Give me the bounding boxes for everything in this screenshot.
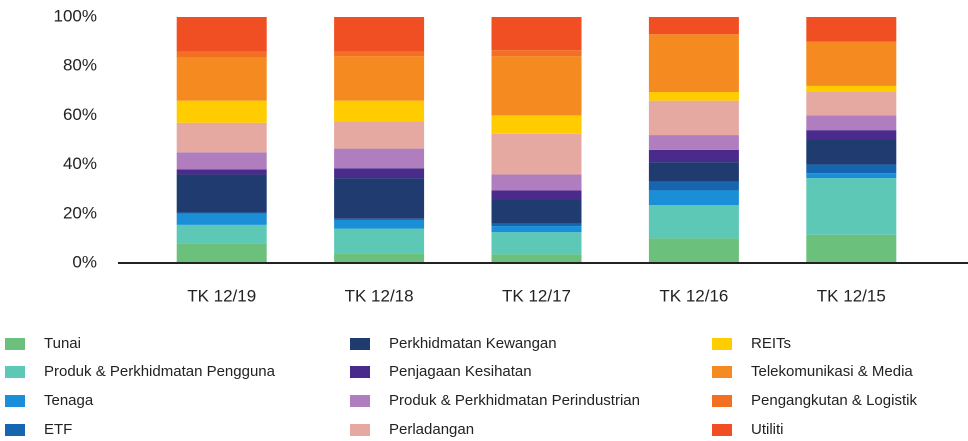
bar-segment xyxy=(334,253,425,263)
legend-swatch xyxy=(712,395,732,407)
bar-segment xyxy=(806,130,897,140)
bar-segment xyxy=(806,173,897,179)
bar-segment xyxy=(491,50,582,57)
legend-label: Tunai xyxy=(44,335,81,352)
bar-segment xyxy=(176,213,267,225)
bar-segment xyxy=(806,41,897,86)
bar-segment xyxy=(176,212,267,214)
bar-segment xyxy=(806,178,897,235)
bar-segment xyxy=(334,56,425,101)
legend-swatch xyxy=(5,338,25,350)
bar-segment xyxy=(491,174,582,191)
y-tick-label: 80% xyxy=(63,56,97,75)
bar-segment xyxy=(806,164,897,174)
bar-segment xyxy=(491,133,582,175)
legend-swatch xyxy=(5,366,25,378)
bar-segment xyxy=(334,121,425,149)
bar-segment xyxy=(648,162,739,182)
y-tick-label: 40% xyxy=(63,154,97,173)
bar-segment xyxy=(176,122,267,153)
bar-segment xyxy=(491,199,582,224)
y-tick-label: 100% xyxy=(54,6,97,25)
bar-segment xyxy=(491,17,582,51)
legend-label: Produk & Perkhidmatan Pengguna xyxy=(44,363,276,380)
bar-segment xyxy=(648,190,739,206)
bar-segment xyxy=(648,135,739,150)
legend-swatch xyxy=(712,338,732,350)
legend-label: Produk & Perkhidmatan Perindustrian xyxy=(389,392,640,409)
bar-segment xyxy=(491,115,582,134)
bar-segment xyxy=(176,51,267,58)
bar-segment xyxy=(806,140,897,165)
legend-label: Penjagaan Kesihatan xyxy=(389,363,532,380)
bar-segment xyxy=(334,148,425,169)
legend-swatch xyxy=(350,366,370,378)
bar-segment xyxy=(491,190,582,200)
bar-segment xyxy=(806,115,897,131)
bar-segment xyxy=(176,174,267,213)
legend-swatch xyxy=(5,424,25,436)
legend-swatch xyxy=(712,366,732,378)
bar-segment xyxy=(806,234,897,263)
bar-segment xyxy=(334,17,425,52)
bar-segment xyxy=(491,254,582,263)
bar-segment xyxy=(334,178,425,219)
x-tick-label: TK 12/15 xyxy=(817,286,886,305)
bar-segment xyxy=(648,149,739,163)
legend-label: Tenaga xyxy=(44,392,94,409)
y-tick-label: 20% xyxy=(63,203,97,222)
bar-segment xyxy=(648,238,739,263)
x-tick-label: TK 12/18 xyxy=(345,286,414,305)
bar-segment xyxy=(491,232,582,255)
bar-segment xyxy=(648,205,739,239)
x-tick-label: TK 12/17 xyxy=(502,286,571,305)
bar-segment xyxy=(806,85,897,93)
bar-segment xyxy=(176,100,267,123)
bar-segment xyxy=(806,92,897,116)
bar-segment xyxy=(334,100,425,122)
legend-swatch xyxy=(350,338,370,350)
bar-segment xyxy=(176,224,267,244)
bar-segment xyxy=(491,56,582,116)
bar-segment xyxy=(806,17,897,42)
bar-segment xyxy=(334,219,425,229)
legend-label: REITs xyxy=(751,335,791,352)
bar-segment xyxy=(176,169,267,175)
bar-segment xyxy=(648,92,739,101)
bar-segment xyxy=(491,223,582,227)
legend-label: Pengangkutan & Logistik xyxy=(751,392,917,409)
legend-swatch xyxy=(350,395,370,407)
bar-segment xyxy=(334,228,425,254)
y-tick-label: 0% xyxy=(72,252,97,271)
legend-swatch xyxy=(5,395,25,407)
legend-label: Telekomunikasi & Media xyxy=(751,363,913,380)
bar-segment xyxy=(334,168,425,179)
legend-label: Perkhidmatan Kewangan xyxy=(389,335,557,352)
x-tick-label: TK 12/16 xyxy=(659,286,728,305)
legend-label: ETF xyxy=(44,421,72,438)
legend-swatch xyxy=(712,424,732,436)
bar-segment xyxy=(648,34,739,93)
bar-segment xyxy=(648,181,739,191)
bar-segment xyxy=(176,57,267,101)
y-tick-label: 60% xyxy=(63,105,97,124)
bar-segment xyxy=(176,17,267,52)
legend-label: Utiliti xyxy=(751,421,784,438)
legend-swatch xyxy=(350,424,370,436)
legend-label: Perladangan xyxy=(389,421,474,438)
bar-segment xyxy=(176,152,267,170)
bar-segment xyxy=(334,218,425,220)
x-tick-label: TK 12/19 xyxy=(187,286,256,305)
bar-segment xyxy=(491,226,582,233)
bar-segment xyxy=(648,100,739,136)
bar-segment xyxy=(334,51,425,57)
bar-segment xyxy=(648,17,739,35)
bar-segment xyxy=(176,243,267,263)
